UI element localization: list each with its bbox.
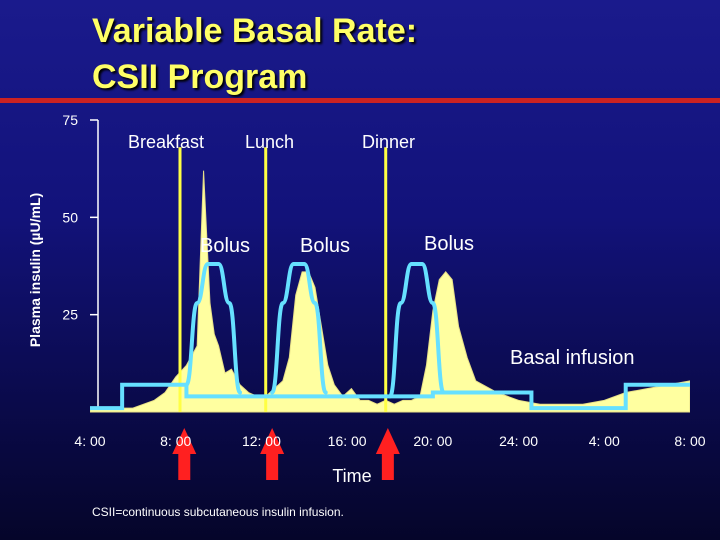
y-tick-label: 25 — [62, 307, 78, 323]
meal-arrow — [260, 428, 285, 480]
annotation-breakfast: Breakfast — [128, 132, 204, 152]
y-axis-label: Plasma insulin (µU/mL) — [27, 193, 43, 347]
meal-arrow — [172, 428, 197, 480]
title-divider — [0, 98, 720, 103]
slide-title: Variable Basal Rate: CSII Program — [92, 8, 417, 100]
x-tick-label: 24: 00 — [499, 433, 538, 449]
annotation-bolus-2: Bolus — [300, 235, 350, 257]
bolus-curve — [388, 262, 446, 399]
title-line-2: CSII Program — [92, 58, 308, 96]
x-tick-labels: 4: 00 8: 00 12: 00 16: 00 20: 00 24: 00 4: 00 8… — [74, 433, 705, 449]
y-tick-label: 50 — [62, 209, 78, 225]
annotation-dinner: Dinner — [362, 132, 415, 152]
annotation-basal-infusion: Basal infusion — [510, 347, 635, 369]
bolus-curve — [184, 262, 242, 395]
annotation-lunch: Lunch — [245, 132, 294, 152]
y-tick-label: 75 — [62, 112, 78, 128]
x-tick-label: 16: 00 — [328, 433, 367, 449]
x-tick-label: 8: 00 — [674, 433, 705, 449]
y-axis — [90, 119, 99, 412]
x-tick-label: 12: 00 — [242, 433, 281, 449]
meal-arrow — [375, 428, 400, 480]
x-tick-label: 4: 00 — [74, 433, 105, 449]
plasma-insulin-area — [90, 170, 690, 413]
annotation-bolus-1: Bolus — [200, 235, 250, 257]
annotation-bolus-3: Bolus — [424, 233, 474, 255]
title-line-1: Variable Basal Rate: — [92, 12, 418, 50]
insulin-infusion-lines — [90, 262, 690, 411]
footnote: CSII=continuous subcutaneous insulin inf… — [92, 505, 344, 519]
y-tick-labels: 25 50 75 — [62, 112, 78, 323]
meal-arrows — [172, 428, 400, 480]
basal-infusion-line — [90, 382, 690, 411]
x-tick-label: 20: 00 — [413, 433, 452, 449]
x-tick-label: 4: 00 — [589, 433, 620, 449]
bolus-curve — [270, 262, 328, 395]
bolus-markers — [178, 147, 388, 412]
x-tick-label: 8: 00 — [160, 433, 191, 449]
plasma-insulin-curve — [90, 170, 690, 413]
x-axis-label: Time — [332, 466, 371, 486]
